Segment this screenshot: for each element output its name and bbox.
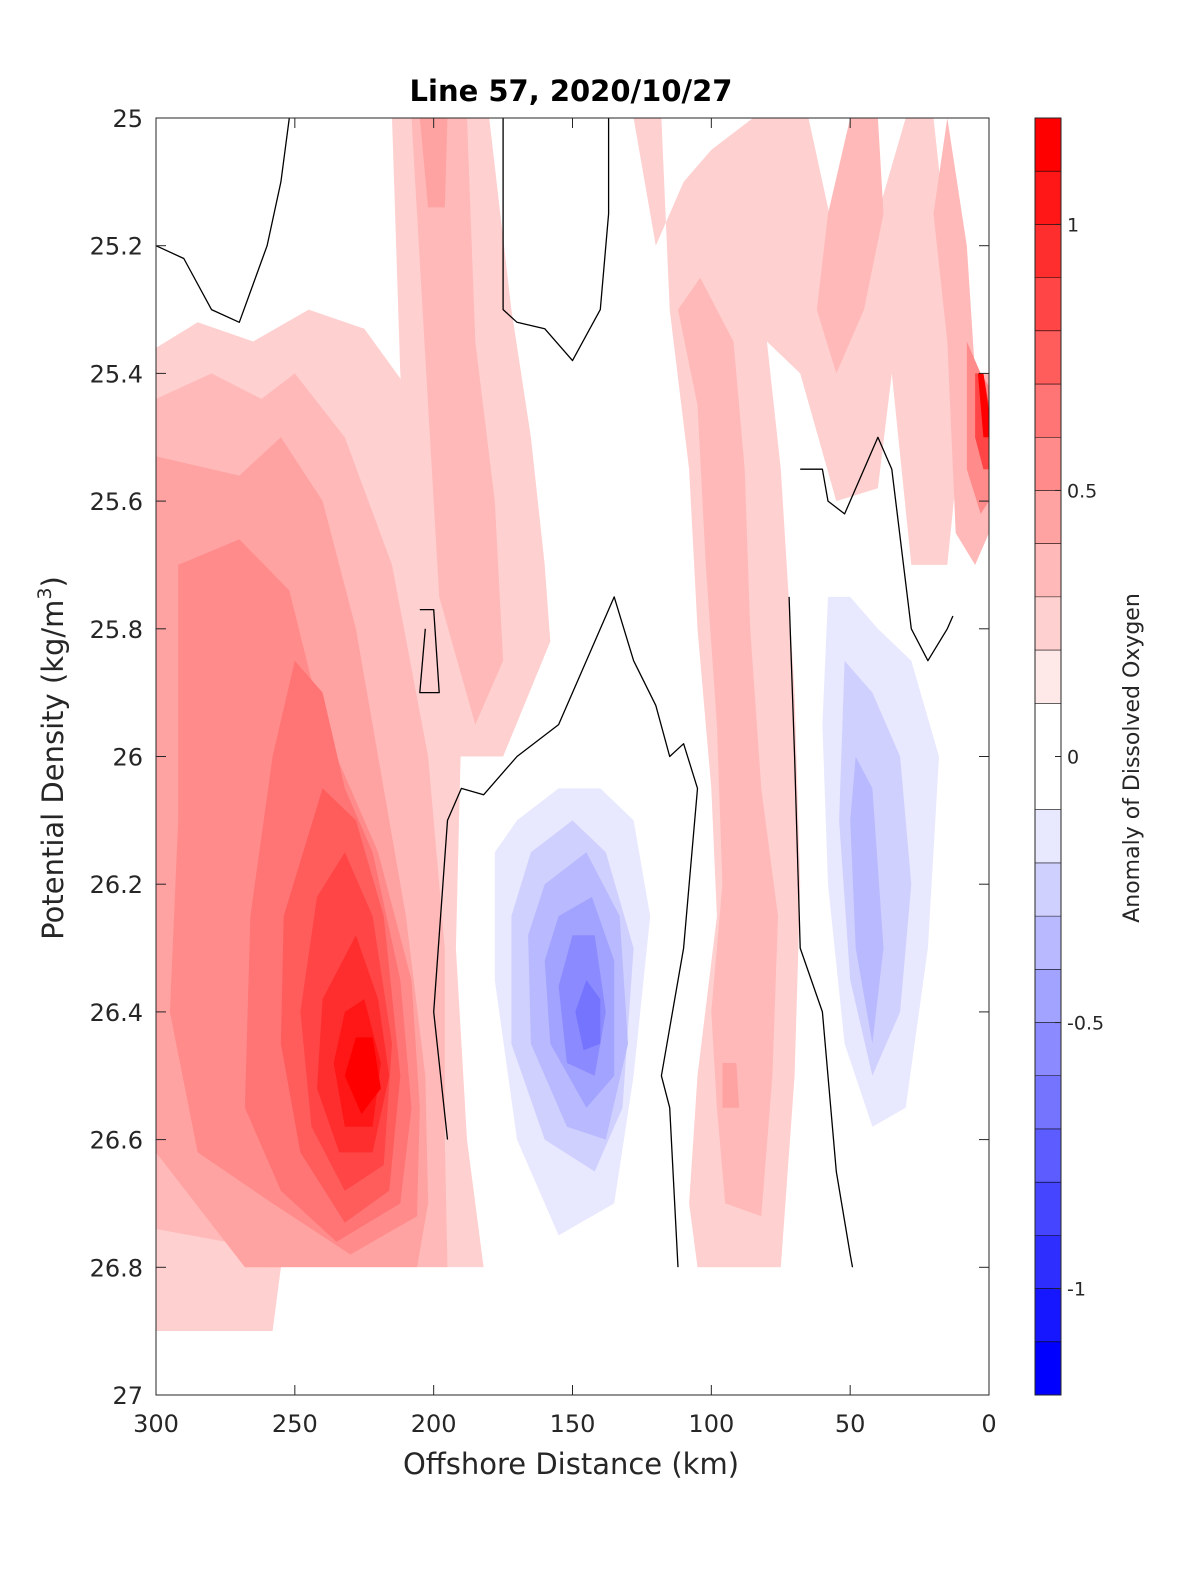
- x-tick-label: 150: [550, 1410, 596, 1438]
- colorbar-band: [1035, 1288, 1061, 1342]
- colorbar-band: [1035, 224, 1061, 278]
- pos-anomaly-upper-band: [419, 118, 448, 208]
- pos-anomaly-east-band: [722, 1063, 740, 1108]
- y-axis-title-suffix: ): [36, 576, 70, 587]
- colorbar-band: [1035, 437, 1061, 491]
- colorbar-band: [1035, 118, 1061, 172]
- colorbar-tick-label: 1: [1067, 214, 1079, 236]
- x-tick-label: 100: [688, 1410, 734, 1438]
- x-tick-label: 300: [133, 1410, 179, 1438]
- x-tick-label: 250: [272, 1410, 318, 1438]
- y-tick-label: 26.2: [90, 871, 143, 899]
- x-axis: 300 250 200 150 100 50 0: [133, 118, 997, 1438]
- plot-area: [155, 117, 990, 1396]
- y-tick-label: 25.4: [90, 360, 143, 388]
- neg-anomaly-top-band: [572, 118, 620, 246]
- colorbar-ticks: -1 -0.5 0 0.5 1: [1055, 214, 1104, 1301]
- zero-contour: [788, 596, 865, 1332]
- y-tick-label: 25: [112, 105, 143, 133]
- colorbar-band: [1035, 1182, 1061, 1236]
- missing-data-region: [156, 1267, 989, 1395]
- colorbar-tick-label: -1: [1067, 1279, 1086, 1301]
- colorbar-frame: [1034, 117, 1062, 1396]
- colorbar-band: [1035, 171, 1061, 225]
- zero-contour: [502, 118, 610, 362]
- y-axis-title-superscript: 3: [34, 587, 56, 599]
- colorbar-title: Anomaly of Dissolved Oxygen: [1120, 593, 1145, 923]
- y-axis-title: Potential Density (kg/m3): [34, 576, 70, 940]
- zero-contour: [155, 117, 290, 323]
- colorbar-band: [1035, 1128, 1061, 1183]
- colorbar-band: [1035, 969, 1061, 1023]
- x-tick-label: 50: [835, 1410, 866, 1438]
- y-tick-label: 26.4: [90, 999, 143, 1027]
- colorbar-band: [1035, 490, 1061, 544]
- colorbar-band: [1035, 1075, 1061, 1129]
- zero-contour: [433, 596, 699, 1268]
- y-tick-label: 27: [112, 1382, 143, 1410]
- y-axis-title-text: Potential Density (kg/m: [36, 600, 70, 940]
- colorbar-band: [1035, 277, 1061, 331]
- missing-data-mask: [156, 1267, 989, 1395]
- colorbar-band: [1035, 1235, 1061, 1289]
- x-tick-label: 200: [411, 1410, 457, 1438]
- pos-anomaly-upper-band: [411, 118, 504, 725]
- pos-anomaly-west-band: [344, 1037, 381, 1115]
- zero-contour: [800, 436, 954, 662]
- pos-anomaly-east-band: [816, 118, 884, 374]
- contour-fills: [156, 118, 989, 1332]
- y-tick-label: 26.8: [90, 1254, 143, 1282]
- colorbar-band: [1035, 1341, 1061, 1395]
- colorbar: -1 -0.5 0 0.5 1: [1034, 117, 1104, 1396]
- neg-anomaly-center-band: [575, 980, 601, 1051]
- y-tick-label: 25.6: [90, 488, 143, 516]
- pos-anomaly-coast-band: [977, 373, 989, 438]
- x-tick-label: 0: [981, 1410, 996, 1438]
- y-tick-label: 26.6: [90, 1127, 143, 1155]
- colorbar-band: [1035, 384, 1061, 438]
- colorbar-band: [1035, 1022, 1061, 1076]
- y-tick-label: 25.8: [90, 616, 143, 644]
- colorbar-tick-label: -0.5: [1067, 1013, 1104, 1035]
- colorbar-band: [1035, 862, 1061, 917]
- neg-anomaly-top-band: [239, 118, 290, 214]
- colorbar-band: [1035, 809, 1061, 863]
- colorbar-tick-label: 0.5: [1067, 480, 1097, 502]
- colorbar-band: [1035, 596, 1061, 651]
- x-axis-title: Offshore Distance (km): [403, 1447, 739, 1481]
- colorbar-tick-label: 0: [1067, 747, 1079, 769]
- colorbar-band: [1035, 916, 1061, 970]
- colorbar-band: [1035, 650, 1061, 704]
- neg-anomaly-east-band: [850, 756, 884, 1044]
- pos-anomaly-east-band: [678, 277, 778, 1217]
- y-tick-label: 26: [112, 744, 143, 772]
- colorbar-band: [1035, 543, 1061, 597]
- colorbar-band: [1035, 330, 1061, 385]
- y-axis: 25 25.2 25.4 25.6 25.8 26 26.2 26.4 26.6 26.8 27: [90, 105, 989, 1410]
- chart-title: Line 57, 2020/10/27: [410, 74, 733, 108]
- y-tick-label: 25.2: [90, 233, 143, 261]
- zero-contour: [419, 608, 440, 694]
